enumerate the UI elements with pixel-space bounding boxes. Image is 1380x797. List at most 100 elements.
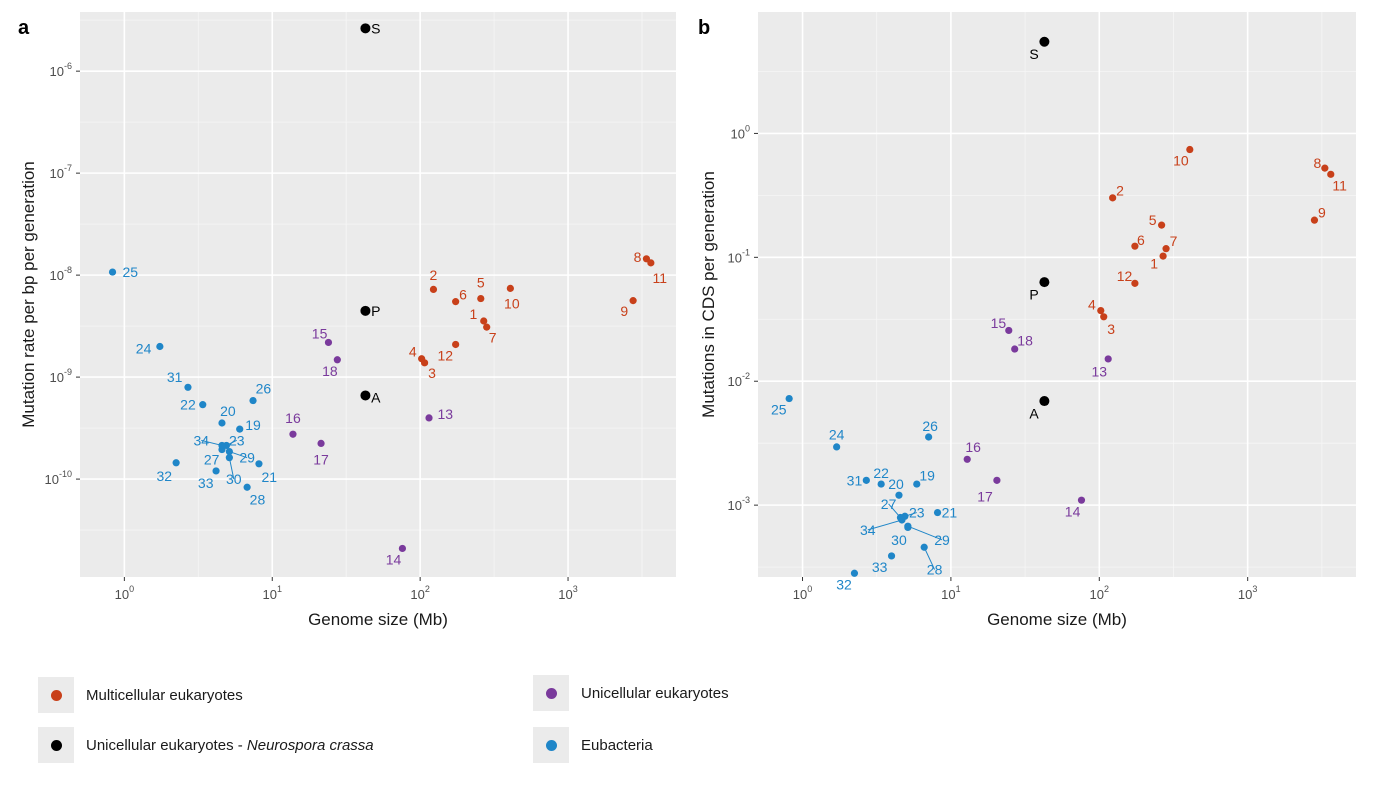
- point-label-32: 32: [836, 576, 852, 592]
- point-label-24: 24: [136, 341, 152, 357]
- x-axis-label-b: Genome size (Mb): [987, 610, 1127, 629]
- point-label-27: 27: [204, 452, 220, 468]
- point-S: [1039, 36, 1050, 47]
- point-label-5: 5: [1149, 212, 1157, 228]
- point-7: [1162, 245, 1170, 253]
- legend-key-multicellular: [38, 677, 74, 713]
- point-label-10: 10: [504, 296, 520, 312]
- point-2: [429, 285, 438, 294]
- point-8: [1321, 164, 1329, 172]
- point-label-15: 15: [312, 325, 328, 341]
- y-tick-label: 10-2: [728, 371, 750, 389]
- legend-item-unicellular: Unicellular eukaryotes: [533, 675, 729, 711]
- point-A: [360, 390, 371, 401]
- point-label-14: 14: [386, 552, 402, 568]
- y-tick-label: 100: [731, 123, 750, 141]
- point-label-28: 28: [250, 491, 266, 507]
- point-label-20: 20: [220, 403, 236, 419]
- point-label-1: 1: [1150, 256, 1158, 272]
- point-33: [887, 552, 896, 560]
- x-tick-label: 103: [1238, 584, 1257, 602]
- point-label-12: 12: [1117, 268, 1133, 284]
- legend-key-unicellular: [533, 675, 569, 711]
- point-label-11: 11: [652, 270, 667, 286]
- point-label-25: 25: [122, 264, 138, 280]
- legend-item-eubacteria: Eubacteria: [533, 727, 653, 763]
- point-31: [862, 476, 870, 484]
- point-18: [1011, 345, 1019, 353]
- point-33: [212, 467, 220, 475]
- leader-line-30: [228, 457, 235, 480]
- point-28: [243, 483, 251, 491]
- point-9: [629, 297, 637, 305]
- point-28: [920, 543, 928, 551]
- point-label-8: 8: [634, 249, 642, 265]
- point-13: [1104, 355, 1112, 363]
- point-label-24: 24: [829, 427, 845, 443]
- plot-background-a: [80, 12, 676, 577]
- leader-line-29: [907, 525, 943, 541]
- point-A: [1039, 396, 1050, 407]
- point-label-31: 31: [847, 472, 863, 488]
- panel-letter-a: a: [18, 17, 30, 39]
- legend-label-eubacteria: Eubacteria: [581, 736, 653, 754]
- plot-background-b: [758, 12, 1356, 577]
- point-label-17: 17: [977, 488, 993, 504]
- point-21: [255, 460, 263, 468]
- point-29: [225, 447, 233, 456]
- point-24: [156, 342, 164, 351]
- point-15: [1005, 326, 1013, 335]
- x-tick-label: 100: [793, 584, 812, 602]
- point-19: [913, 480, 921, 488]
- y-tick-label: 10-1: [728, 247, 750, 265]
- point-label-33: 33: [198, 475, 214, 491]
- point-label-34: 34: [860, 522, 876, 538]
- point-label-6: 6: [459, 287, 467, 303]
- y-tick-label: 10-10: [45, 469, 72, 487]
- point-25: [785, 394, 793, 403]
- point-11: [1327, 170, 1335, 178]
- point-10: [506, 284, 514, 292]
- x-tick-label: 101: [263, 584, 282, 602]
- point-6: [1131, 242, 1139, 250]
- point-31: [184, 383, 192, 391]
- leader-line-28: [923, 547, 936, 570]
- legend-label-neurospora: Unicellular eukaryotes - Neurospora cras…: [86, 736, 374, 754]
- x-tick-label: 102: [1090, 584, 1109, 602]
- gridlines-b: [758, 12, 1356, 577]
- point-label-25: 25: [771, 402, 787, 418]
- y-tick-label: 10-9: [50, 367, 72, 385]
- point-30: [904, 523, 912, 532]
- point-label-7: 7: [489, 329, 497, 345]
- point-label-26: 26: [256, 380, 272, 396]
- point-label-1: 1: [469, 306, 477, 322]
- point-label-20: 20: [888, 476, 904, 492]
- point-label-9: 9: [1318, 205, 1326, 221]
- point-17: [317, 439, 325, 447]
- x-tick-label: 101: [941, 584, 960, 602]
- x-tick-label: 100: [115, 584, 134, 602]
- point-label-12: 12: [438, 348, 454, 364]
- point-20: [218, 419, 226, 427]
- point-16: [289, 430, 297, 438]
- point-label-29: 29: [239, 450, 255, 466]
- point-12: [1131, 279, 1139, 287]
- point-label-32: 32: [157, 468, 173, 484]
- point-14: [398, 544, 407, 553]
- point-22: [877, 480, 885, 488]
- point-32: [172, 459, 180, 467]
- point-15: [324, 338, 333, 347]
- x-tick-label: 102: [410, 584, 429, 602]
- point-1: [1159, 252, 1167, 260]
- point-label-30: 30: [891, 532, 907, 548]
- y-tick-label: 10-6: [50, 61, 72, 79]
- point-3: [1100, 313, 1108, 321]
- y-tick-label: 10-3: [728, 495, 750, 513]
- point-34: [218, 441, 226, 450]
- point-label-19: 19: [919, 467, 935, 483]
- point-label-9: 9: [620, 303, 628, 319]
- point-32: [850, 569, 859, 577]
